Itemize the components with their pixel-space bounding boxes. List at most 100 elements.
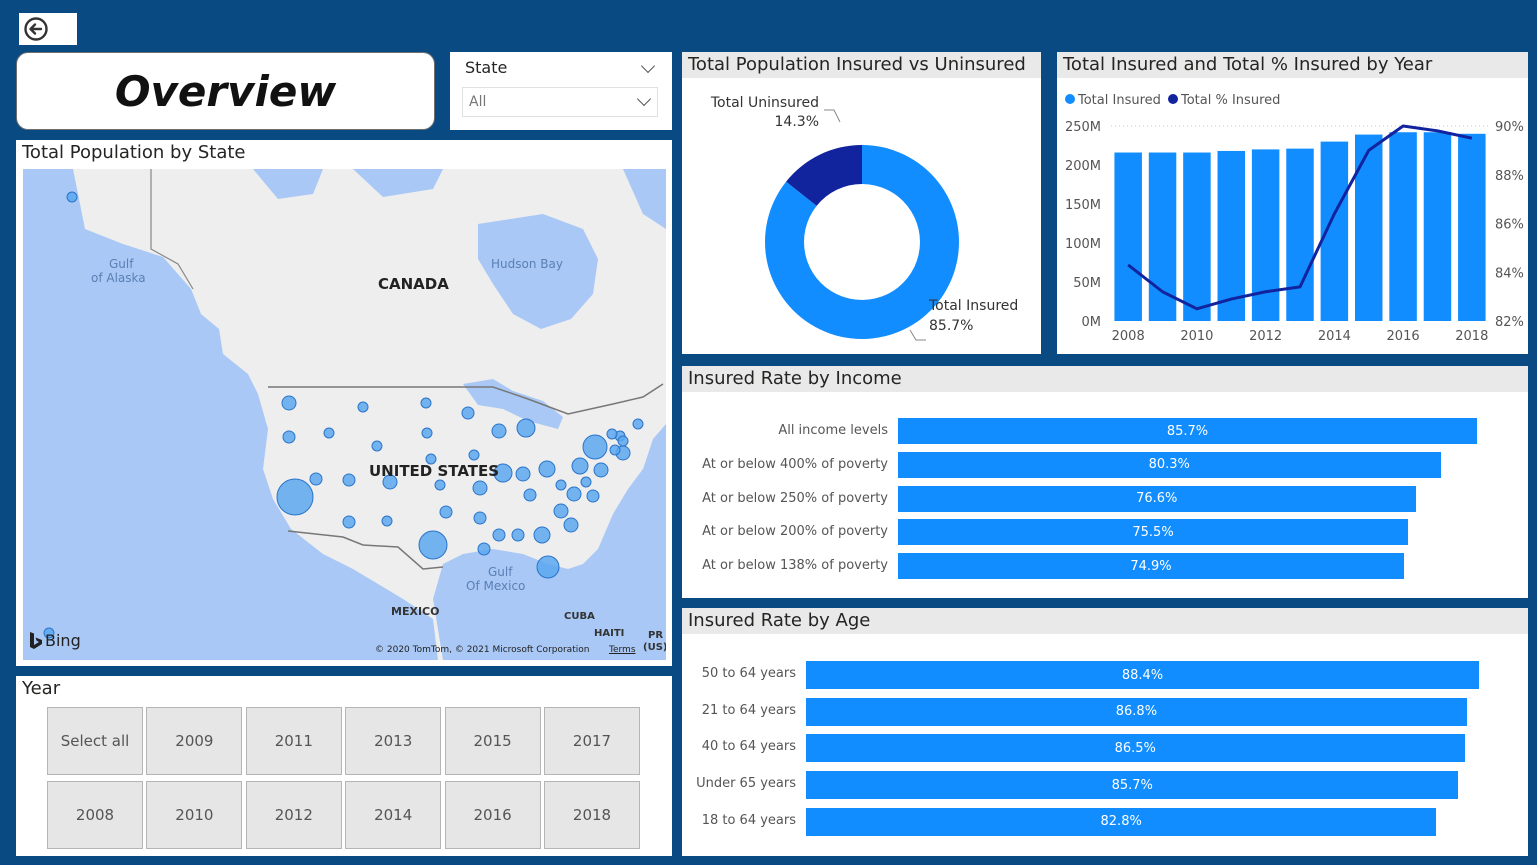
- state-population-bubble[interactable]: [439, 505, 453, 519]
- year-option-2015[interactable]: 2015: [444, 707, 541, 775]
- state-population-bubble[interactable]: [381, 515, 393, 527]
- donut-slice-0[interactable]: [765, 145, 959, 339]
- bar[interactable]: 75.5%: [898, 519, 1409, 546]
- state-population-bubble[interactable]: [533, 526, 551, 544]
- state-population-bubble[interactable]: [434, 479, 446, 491]
- state-population-bubble[interactable]: [281, 395, 297, 411]
- state-population-bubble[interactable]: [538, 460, 556, 478]
- year-option-2011[interactable]: 2011: [245, 707, 342, 775]
- state-slicer-label: State: [465, 58, 508, 77]
- line-total-pct-insured[interactable]: [1127, 124, 1473, 311]
- state-population-bubble[interactable]: [66, 191, 78, 203]
- y-right-tick: 86%: [1495, 218, 1524, 233]
- state-population-bubble[interactable]: [342, 515, 356, 529]
- bar-total-insured[interactable]: [1458, 133, 1486, 321]
- bar-total-insured[interactable]: [1217, 150, 1246, 321]
- y-right-tick: 88%: [1495, 169, 1524, 184]
- donut-slice-1[interactable]: [786, 145, 862, 206]
- state-dropdown[interactable]: All: [462, 87, 658, 117]
- bar[interactable]: 74.9%: [898, 553, 1405, 580]
- state-population-bubble[interactable]: [493, 463, 513, 483]
- state-population-bubble[interactable]: [515, 466, 531, 482]
- state-population-bubble[interactable]: [276, 478, 314, 516]
- bar[interactable]: 80.3%: [898, 451, 1441, 478]
- bar[interactable]: 86.5%: [806, 734, 1465, 763]
- state-population-bubble[interactable]: [282, 430, 296, 444]
- state-population-bubble[interactable]: [566, 486, 582, 502]
- state-population-bubble[interactable]: [516, 418, 536, 438]
- state-population-bubble[interactable]: [617, 435, 629, 447]
- bar[interactable]: 85.7%: [898, 418, 1477, 444]
- bar-total-insured[interactable]: [1389, 132, 1417, 321]
- state-population-bubble[interactable]: [43, 627, 55, 639]
- bar-value-label: 85.7%: [1111, 777, 1153, 793]
- state-population-bubble[interactable]: [492, 528, 506, 542]
- back-button[interactable]: [19, 13, 77, 45]
- state-population-bubble[interactable]: [593, 462, 609, 478]
- bar-total-insured[interactable]: [1114, 152, 1142, 321]
- state-population-bubble[interactable]: [420, 397, 432, 409]
- state-population-bubble[interactable]: [582, 434, 608, 460]
- state-population-bubble[interactable]: [511, 528, 525, 542]
- state-population-bubble[interactable]: [472, 480, 488, 496]
- state-population-bubble[interactable]: [580, 476, 592, 488]
- bar-total-insured[interactable]: [1423, 132, 1452, 321]
- bar[interactable]: 82.8%: [806, 807, 1437, 836]
- bar[interactable]: 76.6%: [898, 485, 1416, 512]
- state-population-bubble[interactable]: [357, 401, 369, 413]
- state-population-bubble[interactable]: [632, 418, 644, 430]
- state-slicer[interactable]: State All: [450, 52, 672, 130]
- legend-label-pct[interactable]: Total % Insured: [1180, 93, 1280, 108]
- state-population-bubble[interactable]: [371, 440, 383, 452]
- state-population-bubble[interactable]: [477, 542, 491, 556]
- state-population-bubble[interactable]: [418, 530, 448, 560]
- state-population-bubble[interactable]: [342, 473, 356, 487]
- map-view[interactable]: CANADA UNITED STATES MEXICO CUBA HAITI P…: [23, 169, 666, 660]
- state-population-bubble[interactable]: [523, 488, 537, 502]
- y-left-tick: 250M: [1065, 120, 1101, 135]
- bar[interactable]: 85.7%: [806, 771, 1459, 800]
- state-population-bubble[interactable]: [468, 449, 480, 461]
- state-population-bubble[interactable]: [536, 555, 560, 579]
- year-option-2012[interactable]: 2012: [245, 781, 342, 849]
- legend-label-insured[interactable]: Total Insured: [1077, 93, 1161, 108]
- map-terms-link[interactable]: Terms: [609, 645, 636, 655]
- bar-value-label: 82.8%: [1100, 814, 1142, 830]
- state-population-bubble[interactable]: [309, 472, 323, 486]
- bar-category-label: 21 to 64 years: [701, 702, 796, 718]
- state-population-bubble[interactable]: [382, 474, 398, 490]
- state-population-bubble[interactable]: [555, 479, 567, 491]
- year-option-2010[interactable]: 2010: [146, 781, 243, 849]
- state-population-bubble[interactable]: [461, 406, 475, 420]
- year-option-2009[interactable]: 2009: [146, 707, 243, 775]
- state-population-bubble[interactable]: [473, 511, 487, 525]
- map-label-hudson: Hudson Bay: [491, 257, 563, 271]
- map-canvas[interactable]: [23, 169, 666, 660]
- bar-total-insured[interactable]: [1183, 152, 1211, 321]
- state-population-bubble[interactable]: [553, 503, 569, 519]
- state-population-bubble[interactable]: [491, 423, 507, 439]
- state-population-bubble[interactable]: [586, 489, 600, 503]
- year-option-2013[interactable]: 2013: [345, 707, 442, 775]
- state-population-bubble[interactable]: [563, 517, 579, 533]
- state-population-bubble[interactable]: [323, 427, 335, 439]
- year-option-select-all[interactable]: Select all: [47, 707, 143, 775]
- bar[interactable]: 88.4%: [806, 661, 1479, 689]
- bar-total-insured[interactable]: [1286, 148, 1314, 321]
- state-population-bubble[interactable]: [421, 427, 433, 439]
- year-option-2008[interactable]: 2008: [47, 781, 143, 849]
- state-population-bubble[interactable]: [571, 457, 589, 475]
- donut-label-insured: Total Insured: [928, 298, 1018, 314]
- year-option-2017[interactable]: 2017: [544, 707, 640, 775]
- state-population-bubble[interactable]: [606, 428, 618, 440]
- year-option-2014[interactable]: 2014: [345, 781, 442, 849]
- year-option-2016[interactable]: 2016: [444, 781, 541, 849]
- legend-marker-insured: [1065, 94, 1075, 104]
- chevron-down-icon[interactable]: [640, 58, 656, 74]
- bar-total-insured[interactable]: [1354, 134, 1383, 321]
- year-option-2018[interactable]: 2018: [544, 781, 640, 849]
- state-population-bubble[interactable]: [425, 453, 437, 465]
- state-population-bubble[interactable]: [609, 444, 621, 456]
- income-title: Insured Rate by Income: [682, 366, 1528, 392]
- bar[interactable]: 86.8%: [806, 697, 1467, 726]
